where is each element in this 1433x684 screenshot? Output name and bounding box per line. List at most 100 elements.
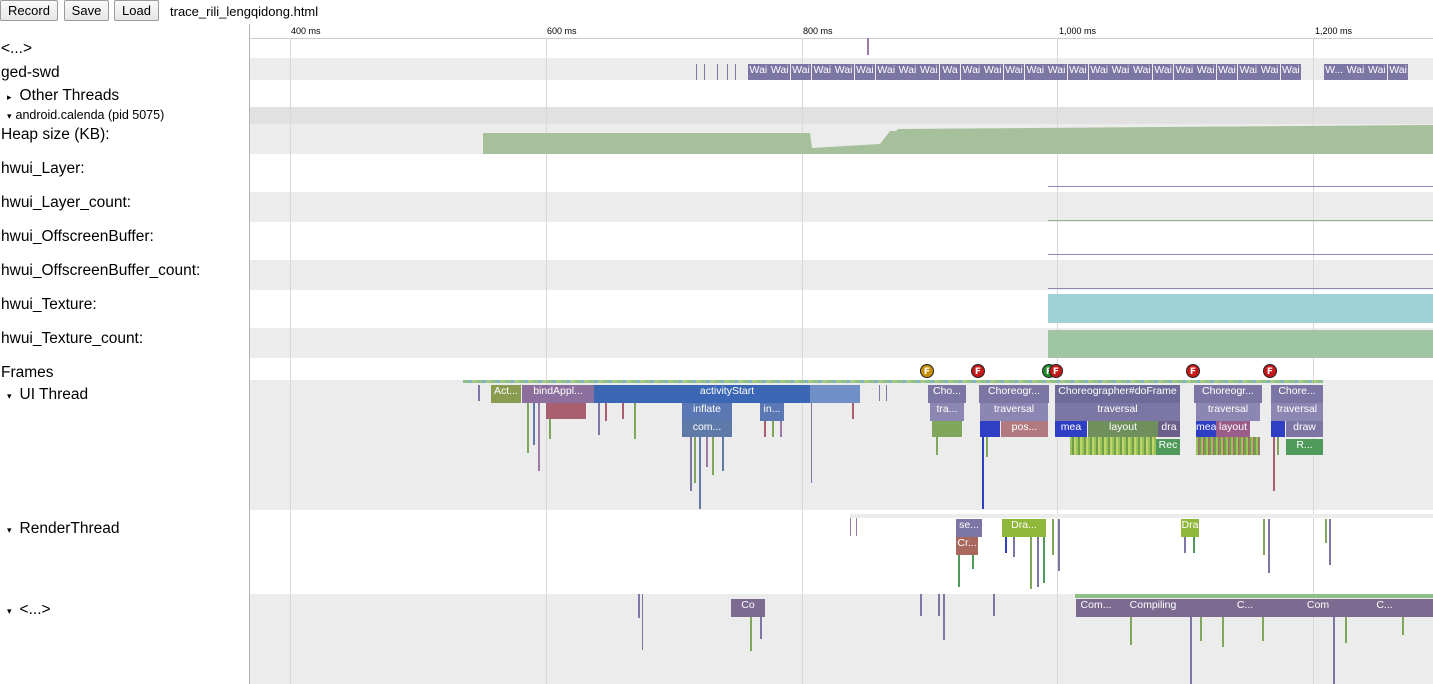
bottom-thin-slice[interactable] [1190,617,1192,684]
hwui-offscreen-count-counter[interactable] [1048,288,1433,289]
bottom-thin-slice[interactable] [1200,617,1202,641]
ui-slice-traversal-5[interactable]: traversal [1271,403,1323,421]
ui-slice-choreographer-1[interactable]: Cho... [928,385,966,403]
ui-slice-choreographer-2[interactable]: Choreogr... [979,385,1049,403]
track-label-ui-thread[interactable]: ▾ UI Thread [1,386,88,404]
ui-slice-pos[interactable]: pos... [1001,421,1048,437]
bottom-thin-slice[interactable] [642,594,643,650]
bottom-thin-slice[interactable] [938,594,940,616]
ged-slice[interactable]: Wai [1259,64,1280,80]
render-thin-slice[interactable] [1263,519,1265,555]
ui-thin-slice[interactable] [622,403,624,419]
render-thin-slice[interactable] [1052,519,1054,555]
ui-thin-slice[interactable] [780,421,782,437]
ui-slice-r-5[interactable]: R... [1286,439,1323,455]
ui-slice-activity-start[interactable]: activityStart [594,385,860,403]
ui-thin-slice[interactable] [538,403,540,471]
ui-thin-slice[interactable] [986,437,988,457]
render-slice-draw-2[interactable]: Dra [1181,519,1199,537]
ui-slice-draw-3[interactable]: dra [1158,421,1180,437]
bottom-thin-slice[interactable] [1262,617,1264,641]
ui-thin-slice[interactable] [886,385,887,401]
ui-thin-slice[interactable] [879,385,880,401]
render-slice-draw-1[interactable]: Dra... [1002,519,1046,537]
ged-slice[interactable]: Wai [1152,64,1174,80]
bottom-thin-slice[interactable] [1402,617,1404,635]
track-label-top-collapsed[interactable]: <...> [1,40,33,57]
ui-thin-slice[interactable] [1277,437,1279,455]
ui-thin-slice[interactable] [764,421,766,437]
ged-slice[interactable]: Wai [1131,64,1153,80]
save-button[interactable]: Save [64,0,109,21]
frame-marker[interactable]: F [1263,364,1277,378]
ui-thin-slice[interactable] [694,437,696,483]
collapse-triangle-icon[interactable]: ▾ [7,525,12,535]
ui-thin-slice[interactable] [533,403,535,445]
ui-slice-measure-3[interactable]: mea [1055,421,1087,437]
ui-thin-slice[interactable] [706,437,708,467]
ui-slice-inflate[interactable]: inflate [682,403,732,421]
ui-thin-slice[interactable] [634,403,636,439]
ged-mark[interactable] [717,64,718,80]
bottom-slice-com-1[interactable]: Com... [1076,599,1116,617]
ged-slice[interactable]: Wai [748,64,769,80]
ui-slice-traversal-1[interactable]: tra... [930,403,964,421]
bottom-slice-c-2[interactable]: C... [1336,599,1433,617]
hwui-layer-count-counter[interactable] [1048,220,1433,221]
track-label-process[interactable]: ▾ android.calenda (pid 5075) [1,108,164,122]
ged-slice[interactable]: Wai [918,64,940,80]
bottom-thin-slice[interactable] [1333,617,1335,684]
heap-size-counter[interactable] [250,124,1433,154]
bottom-slice-com-2[interactable]: Com [1300,599,1336,617]
ui-slice-com[interactable]: com... [682,421,732,437]
ui-thin-slice[interactable] [1273,437,1275,491]
ged-slice[interactable]: Wai [1366,64,1388,80]
ui-slice-draw-5[interactable]: draw [1286,421,1323,437]
ged-slice[interactable]: Wai [1237,64,1259,80]
ui-thin-slice[interactable] [852,403,854,419]
ui-slice-layout-4[interactable]: layout [1216,421,1250,437]
ged-slice[interactable]: Wai [1280,64,1302,80]
hwui-texture-count-counter[interactable] [1048,330,1433,358]
ged-slice[interactable]: Wai [982,64,1004,80]
render-thin-slice[interactable] [1268,519,1270,573]
ui-slice-measure-4[interactable]: mea [1196,421,1216,437]
bottom-thin-slice[interactable] [760,617,762,639]
ged-slice[interactable]: Wai [1387,64,1409,80]
ged-slice[interactable]: Wai [1088,64,1110,80]
ged-mark[interactable] [696,64,697,80]
bottom-thin-slice[interactable] [920,594,922,616]
ged-slice[interactable]: Wai [833,64,854,80]
render-thin-slice[interactable] [1043,537,1045,583]
ui-thin-slice[interactable] [690,437,692,491]
trace-slice[interactable] [867,38,869,55]
ged-slice[interactable]: Wai [897,64,918,80]
bottom-slice-c-1[interactable]: C... [1190,599,1300,617]
ui-slice-bind-application[interactable]: bindAppl... [522,385,594,403]
ged-slice[interactable]: Wai [1174,64,1195,80]
frame-marker[interactable]: F [1186,364,1200,378]
render-thin-slice[interactable] [1013,537,1015,557]
ui-slice-nested[interactable] [546,403,586,419]
ui-slice-traversal-3[interactable]: traversal [1055,403,1180,421]
render-thin-slice[interactable] [1193,537,1195,553]
hwui-offscreen-counter[interactable] [1048,254,1433,255]
ui-thin-slice[interactable] [712,437,714,475]
collapse-triangle-icon[interactable]: ▾ [7,606,12,616]
ged-slice[interactable]: Wai [790,64,812,80]
ui-thin-slice[interactable] [527,403,529,453]
ui-slice-layout-3[interactable]: layout [1088,421,1158,437]
frame-marker[interactable]: F [1049,364,1063,378]
bottom-thin-slice[interactable] [943,594,945,640]
ged-slice[interactable]: Wai [811,64,833,80]
render-thin-slice[interactable] [1058,519,1060,571]
ui-thin-slice[interactable] [478,385,480,401]
time-ruler[interactable]: 400 ms 600 ms 800 ms 1,000 ms 1,200 ms [250,24,1433,39]
ui-thin-slice[interactable] [722,437,724,471]
ged-slice[interactable]: Wai [1195,64,1217,80]
render-thin-slice[interactable] [1005,537,1007,553]
collapse-triangle-icon[interactable]: ▾ [7,391,12,401]
ui-slice-record-3[interactable]: Rec [1156,439,1180,455]
ui-thin-slice[interactable] [699,437,701,509]
ged-slice[interactable]: Wai [1046,64,1067,80]
